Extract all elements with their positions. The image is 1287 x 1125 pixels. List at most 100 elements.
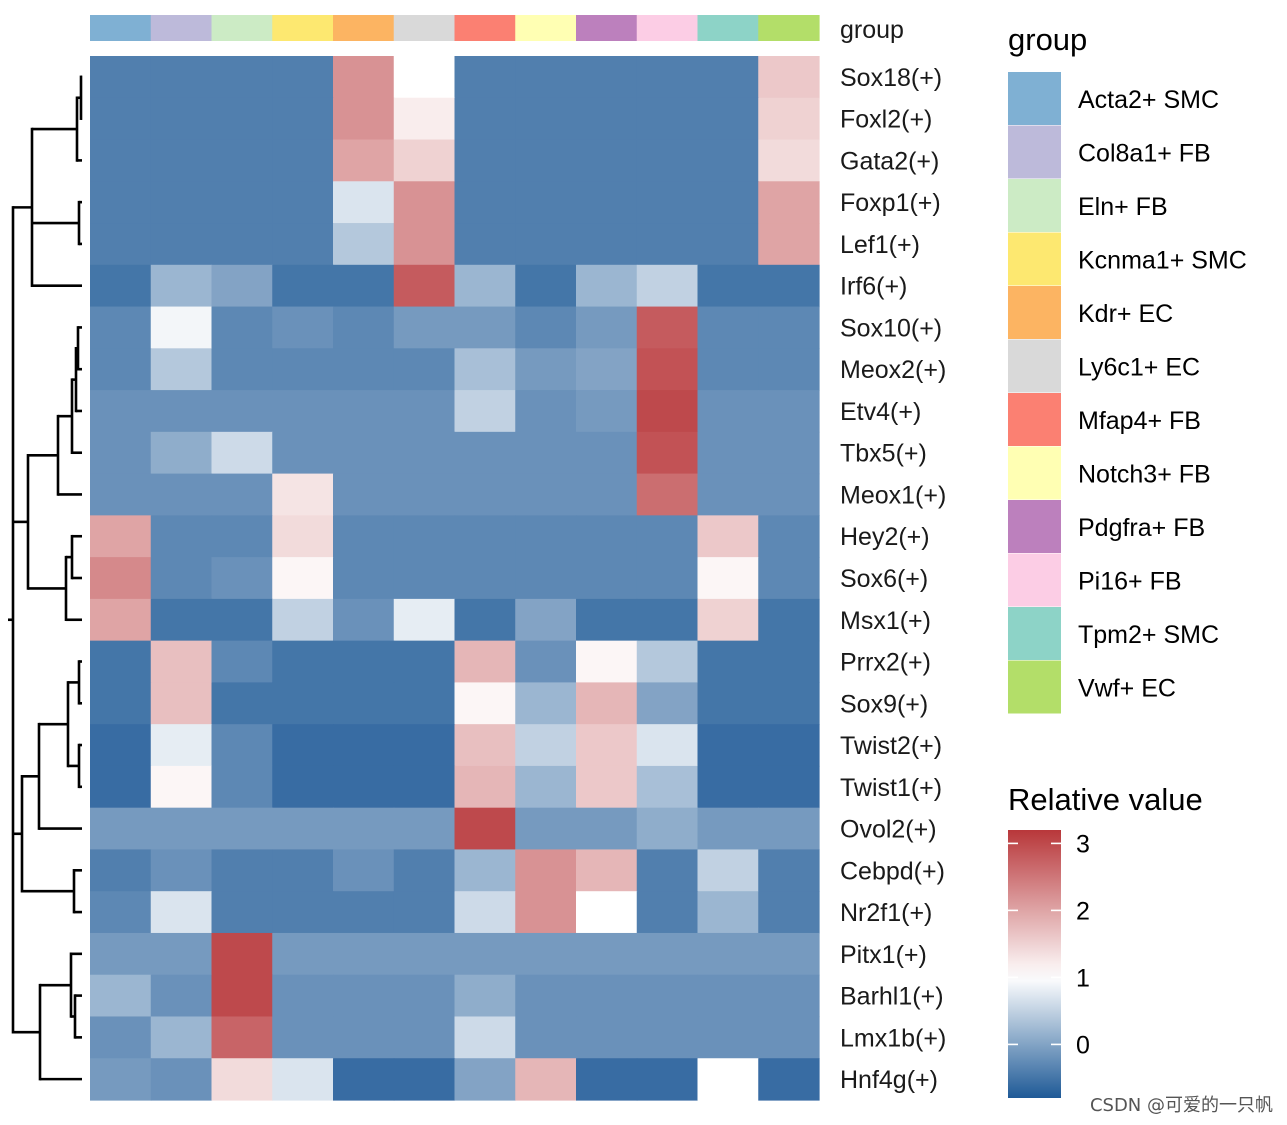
heatmap-cell-lef1-acta2-smc — [90, 223, 152, 266]
heatmap-cell-meox1-ly6c1-ec — [393, 473, 456, 516]
heatmap-cell-prrx2-pdgfra-fb — [576, 640, 638, 683]
heatmap-cell-sox9-pdgfra-fb — [576, 682, 638, 725]
heatmap-cell-pitx1-mfap4-fb — [454, 932, 516, 976]
heatmap-cell-sox6-eln-fb — [211, 557, 273, 600]
heatmap-cell-sox18-notch3-fb — [515, 56, 577, 99]
heatmap-cell-barhl1-col8a1-fb — [150, 974, 213, 1018]
heatmap-cell-foxp1-tpm2-smc — [697, 181, 759, 224]
heatmap-cell-etv4-kdr-ec — [333, 390, 395, 433]
heatmap-cell-foxl2-pi16-fb — [636, 97, 699, 141]
heatmap-cell-barhl1-pdgfra-fb — [576, 974, 638, 1018]
annotation-cell-mfap4-fb — [454, 15, 516, 41]
heatmap-cell-foxl2-kcnma1-smc — [272, 97, 334, 141]
heatmap-cell-twist2-ly6c1-ec — [393, 724, 456, 767]
heatmap-cell-foxl2-vwf-ec — [758, 97, 820, 141]
heatmap-cell-cebpd-notch3-fb — [515, 849, 577, 892]
heatmap-cell-irf6-tpm2-smc — [697, 264, 759, 308]
heatmap-cell-nr2f1-acta2-smc — [90, 891, 152, 934]
row-label-sox9: Sox9(+) — [840, 690, 928, 718]
heatmap-cell-nr2f1-pi16-fb — [636, 891, 699, 934]
heatmap-cell-sox6-ly6c1-ec — [393, 557, 456, 600]
legend-label-tpm2-smc: Tpm2+ SMC — [1078, 621, 1219, 649]
annotation-cell-kdr-ec — [333, 15, 395, 41]
annotation-cell-pi16-fb — [636, 15, 699, 41]
heatmap-cell-lef1-pdgfra-fb — [576, 223, 638, 266]
heatmap-cell-sox18-mfap4-fb — [454, 56, 516, 99]
heatmap-cell-sox6-kdr-ec — [333, 557, 395, 600]
heatmap-cell-tbx5-pdgfra-fb — [576, 431, 638, 475]
annotation-cell-ly6c1-ec — [393, 15, 456, 41]
row-label-twist1: Twist1(+) — [840, 774, 942, 802]
heatmap-cell-foxp1-vwf-ec — [758, 181, 820, 224]
legend-group-title: group — [1008, 22, 1087, 57]
heatmap-cell-sox9-vwf-ec — [758, 682, 820, 725]
heatmap-cell-sox6-notch3-fb — [515, 557, 577, 600]
heatmap-cell-lmx1b-kcnma1-smc — [272, 1016, 334, 1059]
heatmap-cell-prrx2-notch3-fb — [515, 640, 577, 683]
legend-swatch-notch3-fb — [1008, 446, 1061, 500]
heatmap-cell-gata2-mfap4-fb — [454, 139, 516, 182]
heatmap-cell-irf6-pdgfra-fb — [576, 264, 638, 308]
heatmap-cell-prrx2-ly6c1-ec — [393, 640, 456, 683]
heatmap-cell-gata2-pdgfra-fb — [576, 139, 638, 182]
heatmap-cell-msx1-mfap4-fb — [454, 598, 516, 642]
heatmap-cell-etv4-col8a1-fb — [150, 390, 213, 433]
heatmap-cell-sox9-kcnma1-smc — [272, 682, 334, 725]
heatmap-cell-irf6-eln-fb — [211, 264, 273, 308]
row-label-foxl2: Foxl2(+) — [840, 106, 932, 134]
heatmap-cell-twist1-eln-fb — [211, 765, 273, 809]
heatmap-cell-ovol2-mfap4-fb — [454, 807, 516, 851]
heatmap-cell-cebpd-ly6c1-ec — [393, 849, 456, 892]
legend-label-acta2-smc: Acta2+ SMC — [1078, 86, 1219, 114]
legend-swatch-kcnma1-smc — [1008, 232, 1061, 286]
legend-label-eln-fb: Eln+ FB — [1078, 193, 1168, 221]
heatmap-cell-nr2f1-notch3-fb — [515, 891, 577, 934]
legend-label-col8a1-fb: Col8a1+ FB — [1078, 139, 1211, 167]
heatmap-cell-lmx1b-notch3-fb — [515, 1016, 577, 1059]
row-label-hnf4g: Hnf4g(+) — [840, 1066, 938, 1094]
heatmap-cell-etv4-pi16-fb — [636, 390, 699, 433]
heatmap-cell-sox6-mfap4-fb — [454, 557, 516, 600]
heatmap-cell-hnf4g-ly6c1-ec — [393, 1058, 456, 1101]
heatmap-cell-meox2-ly6c1-ec — [393, 348, 456, 391]
heatmap-cell-lef1-tpm2-smc — [697, 223, 759, 266]
heatmap-cell-sox18-eln-fb — [211, 56, 273, 99]
heatmap-cell-pitx1-col8a1-fb — [150, 932, 213, 976]
heatmap-cell-ovol2-tpm2-smc — [697, 807, 759, 851]
heatmap-cell-hnf4g-pdgfra-fb — [576, 1058, 638, 1101]
heatmap-cell-prrx2-kcnma1-smc — [272, 640, 334, 683]
heatmap-cell-lef1-col8a1-fb — [150, 223, 213, 266]
legend-swatch-eln-fb — [1008, 179, 1061, 232]
heatmap-cell-twist1-acta2-smc — [90, 765, 152, 809]
heatmap-cell-sox6-acta2-smc — [90, 557, 152, 600]
heatmap-cell-sox18-kcnma1-smc — [272, 56, 334, 99]
heatmap-cell-msx1-kdr-ec — [333, 598, 395, 642]
heatmap-cell-hnf4g-tpm2-smc — [697, 1058, 759, 1101]
heatmap-cell-sox9-kdr-ec — [333, 682, 395, 725]
heatmap-cell-tbx5-pi16-fb — [636, 431, 699, 475]
annotation-cell-pdgfra-fb — [576, 15, 638, 41]
heatmap-cell-foxp1-eln-fb — [211, 181, 273, 224]
heatmap-cell-hnf4g-acta2-smc — [90, 1058, 152, 1101]
heatmap-cell-ovol2-kdr-ec — [333, 807, 395, 851]
heatmap-cell-sox18-tpm2-smc — [697, 56, 759, 99]
heatmap-cell-sox18-vwf-ec — [758, 56, 820, 99]
heatmap-cell-sox9-notch3-fb — [515, 682, 577, 725]
heatmap-cell-prrx2-eln-fb — [211, 640, 273, 683]
heatmap-cell-sox10-pdgfra-fb — [576, 306, 638, 349]
row-label-twist2: Twist2(+) — [840, 732, 942, 760]
heatmap-cell-sox6-tpm2-smc — [697, 557, 759, 600]
heatmap-cell-sox10-pi16-fb — [636, 306, 699, 349]
row-label-nr2f1: Nr2f1(+) — [840, 899, 932, 927]
heatmap-cell-barhl1-kdr-ec — [333, 974, 395, 1018]
heatmap-cell-barhl1-vwf-ec — [758, 974, 820, 1018]
heatmap-cell-sox6-kcnma1-smc — [272, 557, 334, 600]
heatmap-cell-nr2f1-eln-fb — [211, 891, 273, 934]
heatmap-cell-sox10-mfap4-fb — [454, 306, 516, 349]
heatmap-cell-ovol2-pdgfra-fb — [576, 807, 638, 851]
heatmap-cell-twist2-pi16-fb — [636, 724, 699, 767]
heatmap-cell-hnf4g-vwf-ec — [758, 1058, 820, 1101]
heatmap-cell-sox10-tpm2-smc — [697, 306, 759, 349]
heatmap-cell-sox10-kcnma1-smc — [272, 306, 334, 349]
